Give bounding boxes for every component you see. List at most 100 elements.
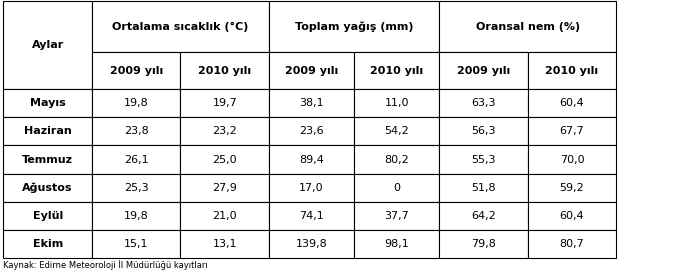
Bar: [180, 145, 269, 174]
Bar: [180, 202, 269, 230]
Bar: [439, 230, 528, 258]
Bar: [439, 174, 528, 202]
Bar: [92, 202, 180, 230]
Text: 26,1: 26,1: [124, 155, 148, 165]
Text: 2009 yılı: 2009 yılı: [285, 65, 338, 76]
Bar: [92, 89, 180, 117]
Bar: [269, 174, 354, 202]
Bar: [180, 117, 269, 145]
Bar: [528, 174, 616, 202]
Text: 98,1: 98,1: [384, 239, 409, 249]
Bar: [3, 117, 92, 145]
Text: 64,2: 64,2: [471, 211, 496, 221]
Text: 2010 yılı: 2010 yılı: [370, 65, 424, 76]
Text: 2009 yılı: 2009 yılı: [110, 65, 163, 76]
Bar: [439, 52, 528, 89]
Bar: [3, 145, 92, 174]
Text: Temmuz: Temmuz: [22, 155, 73, 165]
Bar: [354, 89, 439, 117]
Text: Ağustos: Ağustos: [22, 182, 73, 193]
Bar: [269, 202, 354, 230]
Text: 25,0: 25,0: [212, 155, 237, 165]
Bar: [354, 202, 439, 230]
Text: 25,3: 25,3: [124, 183, 148, 193]
Text: 2010 yılı: 2010 yılı: [198, 65, 251, 76]
Bar: [3, 174, 92, 202]
Text: 56,3: 56,3: [471, 126, 496, 136]
Bar: [180, 230, 269, 258]
Text: 21,0: 21,0: [212, 211, 237, 221]
Text: 37,7: 37,7: [384, 211, 409, 221]
Bar: [439, 202, 528, 230]
Bar: [3, 230, 92, 258]
Bar: [528, 145, 616, 174]
Bar: [354, 145, 439, 174]
Bar: [354, 230, 439, 258]
Text: 19,8: 19,8: [124, 211, 148, 221]
Bar: [3, 1, 92, 89]
Bar: [269, 1, 439, 52]
Text: 70,0: 70,0: [560, 155, 584, 165]
Text: Oransal nem (%): Oransal nem (%): [476, 22, 580, 32]
Bar: [92, 145, 180, 174]
Text: 2010 yılı: 2010 yılı: [545, 65, 599, 76]
Text: Ekim: Ekim: [33, 239, 63, 249]
Text: Eylül: Eylül: [33, 211, 63, 221]
Bar: [528, 117, 616, 145]
Bar: [439, 89, 528, 117]
Text: 2009 yılı: 2009 yılı: [457, 65, 510, 76]
Text: 139,8: 139,8: [296, 239, 328, 249]
Bar: [92, 1, 269, 52]
Bar: [528, 230, 616, 258]
Text: 59,2: 59,2: [560, 183, 584, 193]
Bar: [354, 117, 439, 145]
Bar: [354, 52, 439, 89]
Text: 0: 0: [393, 183, 400, 193]
Text: 89,4: 89,4: [299, 155, 324, 165]
Text: 11,0: 11,0: [385, 98, 409, 108]
Text: 63,3: 63,3: [471, 98, 496, 108]
Bar: [269, 145, 354, 174]
Bar: [180, 52, 269, 89]
Text: Ortalama sıcaklık (°C): Ortalama sıcaklık (°C): [112, 22, 249, 32]
Bar: [439, 1, 616, 52]
Text: Kaynak: Edirne Meteoroloji İl Müdürlüğü kayıtları: Kaynak: Edirne Meteoroloji İl Müdürlüğü …: [3, 260, 208, 270]
Bar: [92, 52, 180, 89]
Bar: [92, 117, 180, 145]
Text: Toplam yağış (mm): Toplam yağış (mm): [295, 21, 413, 32]
Bar: [528, 52, 616, 89]
Bar: [180, 89, 269, 117]
Text: 17,0: 17,0: [299, 183, 324, 193]
Text: 55,3: 55,3: [471, 155, 496, 165]
Bar: [92, 174, 180, 202]
Text: 38,1: 38,1: [299, 98, 324, 108]
Bar: [269, 89, 354, 117]
Bar: [92, 230, 180, 258]
Bar: [269, 230, 354, 258]
Text: 19,7: 19,7: [212, 98, 237, 108]
Bar: [180, 174, 269, 202]
Text: 60,4: 60,4: [560, 211, 584, 221]
Bar: [3, 202, 92, 230]
Text: 19,8: 19,8: [124, 98, 148, 108]
Text: 23,2: 23,2: [212, 126, 237, 136]
Text: Aylar: Aylar: [31, 40, 64, 50]
Text: 23,6: 23,6: [299, 126, 324, 136]
Bar: [354, 174, 439, 202]
Text: 23,8: 23,8: [124, 126, 148, 136]
Bar: [269, 117, 354, 145]
Text: 67,7: 67,7: [560, 126, 584, 136]
Text: 60,4: 60,4: [560, 98, 584, 108]
Bar: [528, 202, 616, 230]
Text: 80,2: 80,2: [384, 155, 409, 165]
Bar: [528, 89, 616, 117]
Text: 51,8: 51,8: [471, 183, 496, 193]
Text: 79,8: 79,8: [471, 239, 496, 249]
Text: 27,9: 27,9: [212, 183, 237, 193]
Text: Haziran: Haziran: [24, 126, 72, 136]
Text: 15,1: 15,1: [124, 239, 148, 249]
Text: 13,1: 13,1: [212, 239, 237, 249]
Bar: [269, 52, 354, 89]
Text: 80,7: 80,7: [560, 239, 584, 249]
Bar: [439, 117, 528, 145]
